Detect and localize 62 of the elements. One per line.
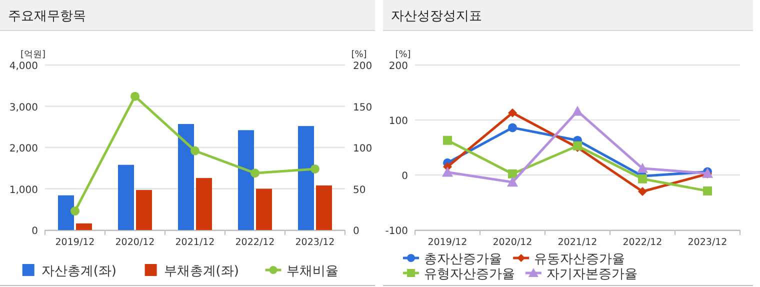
point [508,169,517,178]
y-axis-title: [%] [395,50,411,60]
y-tick-label: 100 [388,116,408,127]
y-tick-label: 0 [32,226,38,237]
legend-label: 유동자산증가율 [534,252,626,267]
y-tick-label: 200 [388,61,408,72]
point [572,106,583,116]
bar [76,223,92,230]
bar [196,178,212,230]
point [637,162,648,173]
x-tick-label: 2023/12 [295,237,335,248]
point [70,206,80,216]
y2-axis-title: [%] [351,50,367,60]
point [638,187,647,196]
x-tick-label: 2021/12 [175,237,215,248]
chart-title: 자산성장성지표 [391,9,482,24]
legend-label: 총자산증가율 [424,252,502,267]
point [507,176,518,187]
bar [136,190,152,230]
bar [238,130,254,230]
chart-title: 주요재무항목 [8,9,86,24]
bar [178,124,194,230]
point [508,108,517,118]
y-tick-label: 3,000 [9,102,38,114]
bar [58,195,74,230]
legend-label: 부채총계(좌) [164,264,239,279]
point [638,174,647,184]
point [703,186,712,196]
point [130,92,140,101]
point [190,146,200,156]
point [250,168,260,178]
legend-label: 자산총계(좌) [41,264,117,279]
bar [298,126,314,230]
y2-tick-label: 200 [353,61,372,72]
y2-tick-label: 150 [353,102,372,114]
bar [118,164,134,230]
point [508,123,517,132]
x-tick-label: 2022/12 [622,237,662,248]
bar [316,185,332,230]
y2-tick-label: 50 [353,184,366,196]
legend-label: 부채비율 [286,264,338,279]
y-tick-label: 0 [402,171,408,182]
x-tick-label: 2021/12 [558,237,598,248]
legend-label: 자기자본증가율 [546,267,638,282]
point [442,166,453,177]
y-tick-label: 2,000 [9,144,38,154]
y-tick-label: -100 [385,226,408,237]
x-tick-label: 2023/12 [688,237,728,248]
x-tick-label: 2022/12 [235,237,275,248]
x-tick-label: 2020/12 [492,237,532,248]
y2-tick-label: 100 [353,144,372,154]
point [310,164,320,174]
point [443,136,452,145]
y-tick-label: 4,000 [9,61,38,72]
x-tick-label: 2020/12 [115,237,155,248]
x-tick-label: 2019/12 [428,237,468,248]
bar [256,188,272,230]
legend-label: 유형자산증가율 [424,267,515,282]
y-tick-label: 1,000 [9,184,38,196]
y-axis-title: [억원] [20,50,46,60]
x-tick-label: 2019/12 [55,237,95,248]
y2-tick-label: 0 [353,226,360,237]
